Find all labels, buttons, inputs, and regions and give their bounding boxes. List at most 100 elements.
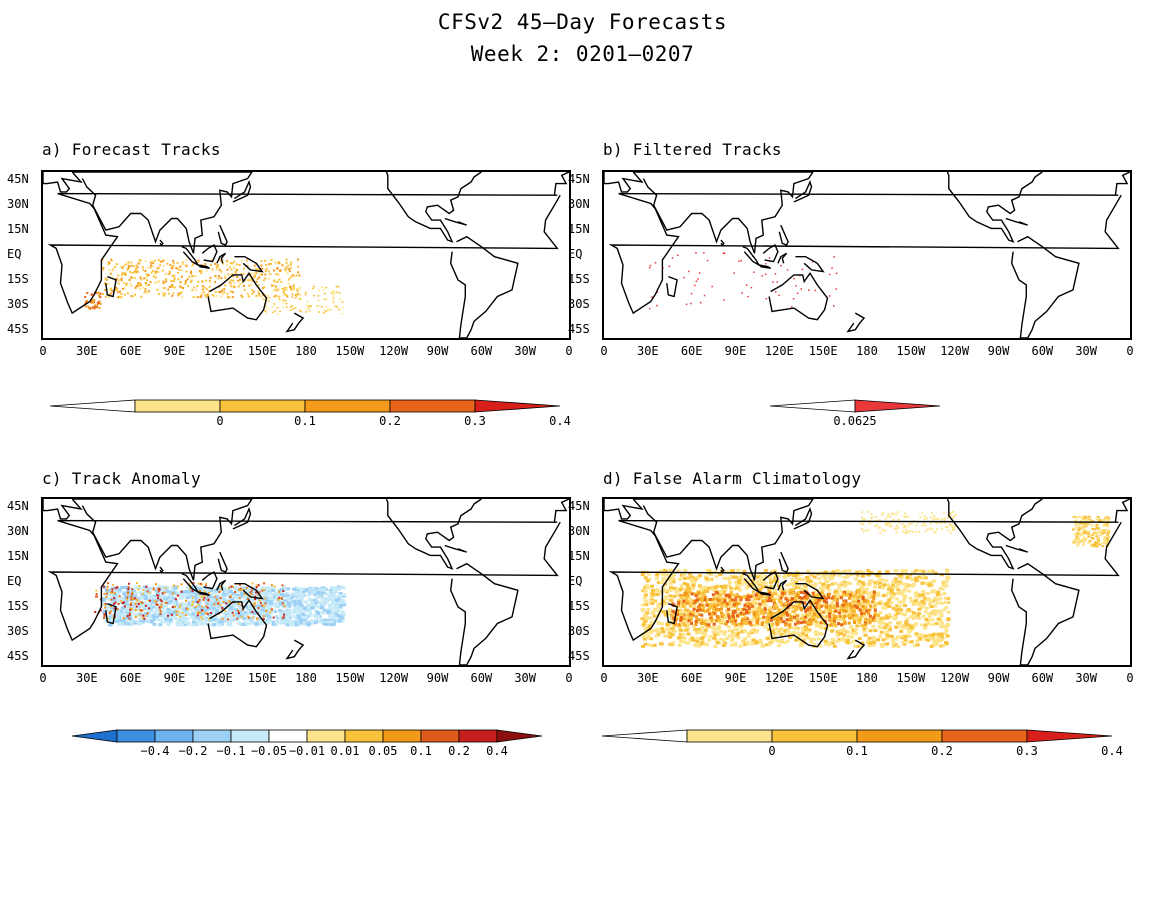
colorbar-swatches <box>49 399 561 413</box>
shade-cell <box>314 587 319 591</box>
shade-cell <box>698 608 702 612</box>
shade-cell <box>143 585 148 589</box>
shade-cell <box>692 604 697 608</box>
panel-c-colorbar: −0.4 −0.2 −0.1 −0.05 −0.01 0.01 0.05 0.1 0.2 0.4 <box>71 728 544 758</box>
shade-cell <box>887 628 892 632</box>
shade-cell <box>833 622 836 626</box>
coastline <box>553 499 569 523</box>
shade-cell <box>120 265 122 268</box>
shade-cell <box>114 587 117 590</box>
shade-cell <box>683 640 688 644</box>
shade-cell <box>889 615 894 619</box>
shade-cell <box>125 283 128 286</box>
shade-cell <box>688 598 693 602</box>
colorbar-tick-label: 0.01 <box>330 744 360 758</box>
shade-cell <box>676 636 681 640</box>
shade-cell <box>721 638 726 642</box>
shade-cell <box>285 294 287 296</box>
panel-c-map <box>41 497 571 667</box>
shade-cell <box>119 600 124 604</box>
shade-cell <box>261 267 264 270</box>
shade-cell <box>257 588 262 592</box>
shade-cell <box>270 586 275 589</box>
shade-cell <box>657 621 661 625</box>
shade-cell <box>270 284 273 287</box>
shade-cell <box>677 254 679 256</box>
shade-cell <box>904 569 908 573</box>
shade-cell <box>148 615 153 619</box>
shade-cell <box>681 629 686 632</box>
shade-cell <box>292 606 297 610</box>
shade-cell <box>933 604 938 608</box>
coastline <box>604 172 644 193</box>
shade-cell <box>763 607 767 611</box>
shade-cell <box>795 573 800 576</box>
shade-cell <box>705 618 709 622</box>
shade-cell <box>164 597 169 601</box>
shade-cell <box>156 603 159 606</box>
shade-cell <box>930 618 935 622</box>
shade-cell <box>935 601 940 605</box>
shade-cell <box>332 596 337 600</box>
shade-cell <box>168 599 173 603</box>
shade-cell <box>669 577 674 581</box>
shade-cell <box>126 268 129 271</box>
shade-cell <box>671 641 675 645</box>
shade-cell <box>926 638 931 642</box>
shade-cell <box>335 604 340 608</box>
shade-cell <box>129 607 132 610</box>
shade-cell <box>795 618 800 622</box>
shade-cell <box>315 612 320 615</box>
shade-cell <box>1103 536 1107 538</box>
shade-cell <box>816 637 821 641</box>
shade-cell <box>230 268 233 271</box>
shade-cell <box>765 636 770 640</box>
shade-cell <box>181 612 184 615</box>
shade-cell <box>170 613 173 616</box>
shade-cell <box>682 636 687 640</box>
shade-cell <box>820 626 825 630</box>
shade-cell <box>143 277 146 280</box>
shade-cell <box>770 592 774 596</box>
shade-cell <box>824 609 829 612</box>
colorbar-tick-label: −0.2 <box>178 744 208 758</box>
shade-cell <box>283 599 288 603</box>
shade-cell <box>758 587 763 591</box>
shade-cell <box>174 591 179 595</box>
shade-cell <box>290 261 293 264</box>
coastline <box>633 172 814 254</box>
shade-cell <box>809 606 812 609</box>
shade-cell <box>878 611 883 615</box>
shade-cell <box>866 569 871 572</box>
shade-cell <box>928 602 932 606</box>
shade-cell <box>652 643 657 647</box>
shade-cell <box>692 601 696 605</box>
shade-cell <box>790 592 794 596</box>
shade-cell <box>216 594 221 598</box>
shade-cell <box>897 604 902 608</box>
map-canvas <box>604 499 1130 665</box>
shade-cell <box>702 619 706 623</box>
shade-cell <box>918 603 922 607</box>
shade-cell <box>109 272 112 275</box>
shade-cell <box>723 597 727 601</box>
shade-cell <box>695 252 697 254</box>
shade-cell <box>899 589 904 593</box>
shade-cell <box>265 264 268 267</box>
shade-cell <box>232 279 235 282</box>
shade-cell <box>862 627 867 631</box>
shade-cell <box>117 282 120 285</box>
shade-cell <box>218 623 223 627</box>
shade-cell <box>710 600 715 604</box>
shade-cell <box>247 587 252 590</box>
shade-cell <box>675 612 679 616</box>
panel-b-colorbar: 0.0625 <box>769 398 942 428</box>
shade-cell <box>934 622 939 626</box>
shade-cell <box>725 604 728 608</box>
shade-cell <box>819 571 824 575</box>
shade-cell <box>101 597 106 601</box>
colorbar-segment <box>134 399 221 413</box>
shade-cell <box>832 594 836 598</box>
shade-cell <box>816 603 820 607</box>
shade-cell <box>152 275 155 278</box>
